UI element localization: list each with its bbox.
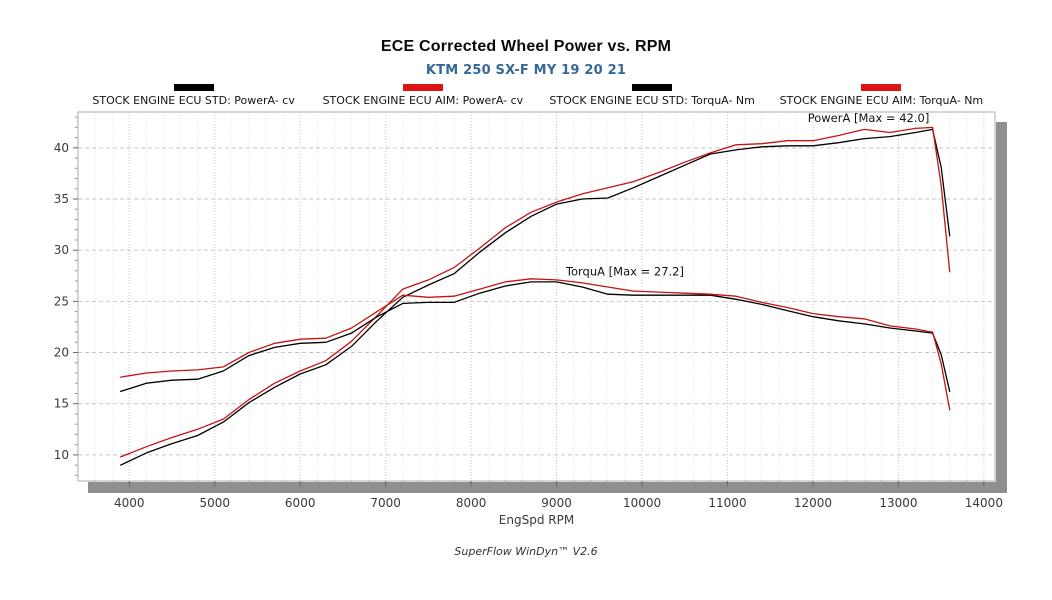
svg-text:35: 35 bbox=[54, 192, 69, 206]
svg-text:20: 20 bbox=[54, 346, 69, 360]
svg-text:8000: 8000 bbox=[456, 496, 487, 510]
legend-item-std-power: STOCK ENGINE ECU STD: PowerA- cv bbox=[79, 84, 308, 107]
legend-swatch-std-power bbox=[173, 84, 214, 91]
svg-text:15: 15 bbox=[54, 397, 69, 411]
svg-text:30: 30 bbox=[54, 243, 69, 257]
legend-label-std-torque: STOCK ENGINE ECU STD: TorquA- Nm bbox=[549, 94, 755, 107]
legend-label-aim-power: STOCK ENGINE ECU AIM: PowerA- cv bbox=[322, 94, 524, 107]
svg-text:25: 25 bbox=[54, 294, 69, 308]
legend-item-aim-torque: STOCK ENGINE ECU AIM: TorquA- Nm bbox=[767, 84, 996, 107]
legend-swatch-aim-torque bbox=[861, 84, 902, 91]
svg-text:4000: 4000 bbox=[114, 496, 145, 510]
legend-swatch-std-torque bbox=[632, 84, 673, 91]
svg-text:13000: 13000 bbox=[879, 496, 917, 510]
legend-label-aim-torque: STOCK ENGINE ECU AIM: TorquA- Nm bbox=[779, 94, 984, 107]
svg-text:5000: 5000 bbox=[199, 496, 230, 510]
svg-text:11000: 11000 bbox=[708, 496, 746, 510]
footer-version: SuperFlow WinDyn™ V2.6 bbox=[454, 545, 598, 558]
svg-text:10: 10 bbox=[54, 448, 69, 462]
svg-text:14000: 14000 bbox=[965, 496, 1003, 510]
legend: STOCK ENGINE ECU STD: PowerA- cv STOCK E… bbox=[79, 84, 996, 107]
svg-text:12000: 12000 bbox=[794, 496, 832, 510]
legend-swatch-aim-power bbox=[402, 84, 443, 91]
svg-text:40: 40 bbox=[54, 141, 69, 155]
svg-text:TorquA [Max = 27.2]: TorquA [Max = 27.2] bbox=[565, 265, 684, 279]
svg-text:6000: 6000 bbox=[285, 496, 316, 510]
x-axis-label: EngSpd RPM bbox=[498, 513, 575, 527]
svg-text:9000: 9000 bbox=[541, 496, 572, 510]
chart-title: ECE Corrected Wheel Power vs. RPM bbox=[380, 38, 672, 55]
legend-item-std-torque: STOCK ENGINE ECU STD: TorquA- Nm bbox=[538, 84, 767, 107]
legend-item-aim-power: STOCK ENGINE ECU AIM: PowerA- cv bbox=[308, 84, 537, 107]
svg-text:10000: 10000 bbox=[623, 496, 661, 510]
svg-text:7000: 7000 bbox=[370, 496, 401, 510]
chart-subtitle: KTM 250 SX-F MY 19 20 21 bbox=[425, 63, 627, 78]
legend-label-std-power: STOCK ENGINE ECU STD: PowerA- cv bbox=[92, 94, 295, 107]
svg-text:PowerA [Max = 42.0]: PowerA [Max = 42.0] bbox=[808, 111, 930, 125]
